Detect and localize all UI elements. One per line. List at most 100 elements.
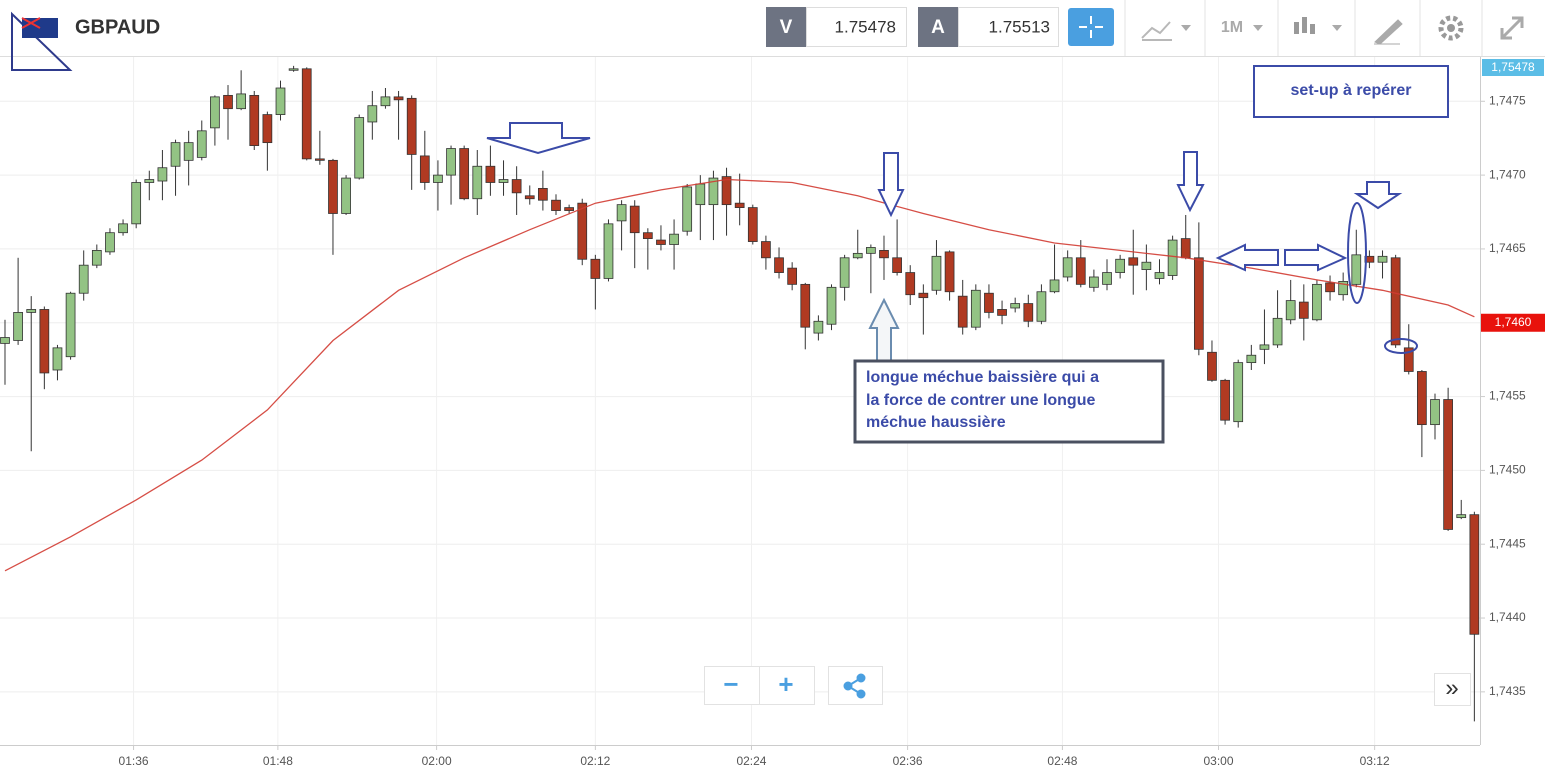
candle-body — [157, 167, 168, 182]
x-tick-label: 02:36 — [893, 754, 923, 768]
candle-body — [866, 247, 876, 254]
expand-icon[interactable] — [1500, 16, 1524, 40]
candle-body — [1193, 257, 1204, 350]
ask-button[interactable] — [918, 7, 958, 47]
y-tick-label: 1,7470 — [1489, 167, 1526, 181]
candle-body — [196, 130, 207, 158]
candle-body — [1298, 301, 1309, 319]
candle-body — [91, 250, 102, 266]
candle-body — [485, 165, 496, 183]
candle-body — [1154, 272, 1165, 279]
x-tick-label: 03:00 — [1204, 754, 1234, 768]
share-button[interactable] — [828, 666, 883, 705]
zoom-in[interactable]: + — [778, 669, 793, 699]
candle-body — [1417, 371, 1427, 426]
candles-icon[interactable] — [1294, 17, 1315, 34]
candle-body — [1062, 257, 1073, 278]
candle-body — [1377, 255, 1388, 263]
candle-body — [642, 232, 653, 239]
candle-body — [1443, 399, 1453, 530]
candle-body — [1180, 238, 1191, 259]
candle-body — [183, 142, 194, 161]
y-tick-label: 1,7435 — [1489, 684, 1526, 698]
bid-button[interactable] — [766, 7, 806, 47]
candle-body — [1403, 347, 1414, 372]
candle-body — [1469, 514, 1480, 635]
candle-body — [577, 202, 588, 260]
candle-body — [406, 97, 417, 155]
ask-box — [958, 7, 1059, 47]
candle-body — [459, 148, 470, 200]
crosshair-icon — [1079, 16, 1103, 38]
y-tick-label: 1,7450 — [1489, 463, 1526, 477]
candle-body — [564, 207, 574, 211]
candle-body — [380, 96, 391, 107]
candle-body — [1141, 261, 1152, 271]
candle-body — [288, 68, 299, 71]
y-tick-label: 1,7465 — [1489, 241, 1526, 255]
candle-body — [1207, 351, 1217, 381]
candle-body — [1272, 317, 1283, 346]
candle-body — [1167, 239, 1178, 276]
dropdown-caret — [1181, 25, 1191, 31]
candle-body — [918, 292, 929, 299]
candle-body — [879, 250, 889, 259]
zoom-out[interactable]: − — [723, 669, 738, 699]
candle-body — [1036, 291, 1047, 322]
candle-body — [13, 312, 23, 341]
dropdown-caret — [1332, 25, 1342, 31]
candle-body — [1430, 399, 1440, 426]
candle-body — [708, 177, 719, 206]
settings-icon[interactable] — [1438, 15, 1464, 41]
candle-body — [472, 165, 483, 200]
candle-body — [1128, 257, 1139, 266]
candle-body — [236, 93, 246, 110]
candle-body — [551, 199, 561, 211]
price-tag — [1482, 59, 1544, 76]
crosshair-button[interactable] — [1068, 8, 1114, 46]
candle-body — [1456, 514, 1467, 519]
candle-body — [1102, 272, 1112, 285]
candle-body — [970, 289, 981, 328]
note-line: la force de contrer une longue — [866, 392, 1095, 409]
candle-body — [26, 309, 37, 313]
candle-body — [78, 264, 89, 294]
flag-cross — [21, 17, 41, 29]
candle-body — [1115, 258, 1125, 273]
candle-body — [1089, 276, 1099, 288]
x-tick-label: 02:24 — [736, 754, 766, 768]
price-tag-text: 1,75478 — [1491, 60, 1535, 74]
symbol: GBPAUD — [75, 16, 160, 38]
x-tick-label: 02:48 — [1047, 754, 1077, 768]
candle-body — [328, 159, 338, 214]
candle-body — [210, 96, 220, 129]
x-tick-label: 03:12 — [1360, 754, 1390, 768]
candle-body — [39, 309, 50, 374]
candle-body — [1233, 362, 1244, 423]
candle-body — [419, 155, 430, 183]
timeframe[interactable]: 1M — [1221, 19, 1243, 36]
settings-icon-core — [1447, 24, 1455, 32]
candle-body — [314, 158, 325, 161]
candle-body — [734, 202, 745, 208]
candle-body — [275, 87, 286, 115]
candle-body — [852, 252, 863, 259]
candle-body — [1049, 279, 1060, 293]
candle-body — [65, 292, 76, 358]
note-box — [853, 359, 1165, 444]
candle-body — [774, 257, 784, 273]
scroll-icon: » — [1445, 674, 1458, 701]
y-tick-label: 1,7440 — [1489, 610, 1526, 624]
draw-icon[interactable] — [1374, 19, 1403, 45]
candle-body — [1390, 257, 1401, 346]
chart-type-icon[interactable] — [1141, 21, 1172, 41]
candle-body — [997, 309, 1007, 316]
candle-body — [800, 283, 811, 328]
scroll-button[interactable] — [1434, 673, 1471, 706]
y-tick-label: 1,7445 — [1489, 536, 1526, 550]
logo-triangle — [11, 11, 73, 71]
candle-body — [629, 205, 640, 234]
bid-label: V — [780, 17, 793, 38]
candle-body — [892, 257, 902, 273]
candle-body — [1075, 257, 1086, 285]
